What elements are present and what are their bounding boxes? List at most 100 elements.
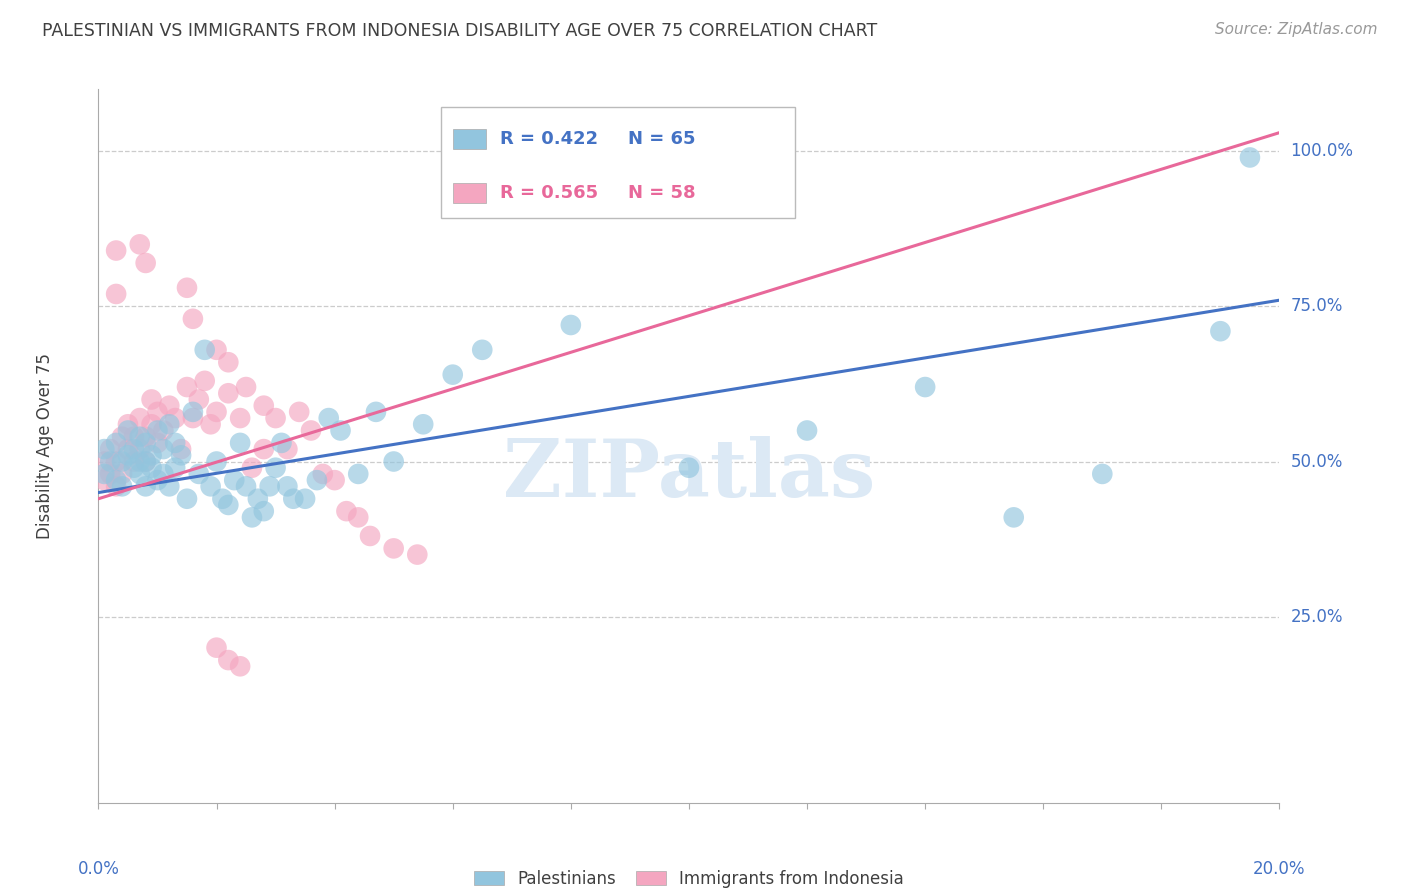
Point (1209, 324, 1232, 338)
Point (93, 442, 115, 456)
FancyBboxPatch shape (453, 129, 486, 149)
Point (165, 460, 187, 475)
Point (318, 411, 340, 425)
Point (117, 442, 139, 456)
Point (264, 411, 287, 425)
Point (406, 548, 429, 562)
Point (152, 467, 174, 481)
Text: 100.0%: 100.0% (1291, 142, 1354, 161)
Point (259, 479, 281, 493)
Point (441, 368, 464, 382)
Point (253, 504, 276, 518)
Point (678, 460, 700, 475)
Point (270, 436, 292, 450)
Point (1002, 510, 1025, 524)
Point (264, 460, 287, 475)
Point (560, 318, 582, 332)
Point (105, 454, 128, 468)
Point (283, 491, 305, 506)
Point (128, 442, 150, 456)
Point (128, 430, 150, 444)
Point (205, 343, 228, 357)
Point (117, 448, 139, 462)
Point (98, 442, 121, 456)
Point (347, 510, 370, 524)
Point (157, 417, 180, 432)
Text: Source: ZipAtlas.com: Source: ZipAtlas.com (1215, 22, 1378, 37)
Point (294, 491, 316, 506)
Point (146, 424, 169, 438)
Point (217, 355, 239, 369)
Point (105, 473, 128, 487)
Point (359, 529, 381, 543)
Point (200, 417, 222, 432)
Point (98, 454, 121, 468)
Point (128, 467, 150, 481)
Point (181, 405, 204, 419)
Point (412, 417, 434, 432)
Point (152, 442, 174, 456)
Point (229, 436, 252, 450)
Point (200, 479, 222, 493)
Point (128, 454, 150, 468)
Point (170, 448, 193, 462)
Text: 50.0%: 50.0% (1291, 452, 1343, 470)
Point (122, 430, 145, 444)
Point (105, 287, 128, 301)
Point (122, 454, 145, 468)
Point (914, 380, 936, 394)
Point (1091, 467, 1114, 481)
Point (211, 491, 233, 506)
Point (217, 653, 239, 667)
Text: 0.0%: 0.0% (77, 860, 120, 878)
Point (135, 430, 157, 444)
Point (157, 399, 180, 413)
Text: R = 0.422: R = 0.422 (501, 130, 598, 148)
Point (93, 467, 115, 481)
Point (141, 460, 163, 475)
Point (299, 424, 322, 438)
Point (93, 454, 115, 468)
Text: ZIPatlas: ZIPatlas (503, 435, 875, 514)
Point (111, 467, 134, 481)
Point (141, 392, 163, 407)
Point (105, 479, 128, 493)
Point (224, 473, 246, 487)
Point (194, 374, 217, 388)
Text: R = 0.565: R = 0.565 (501, 184, 598, 202)
Point (240, 460, 263, 475)
Point (276, 479, 298, 493)
Text: Disability Age Over 75: Disability Age Over 75 (37, 353, 55, 539)
Point (176, 380, 198, 394)
Point (152, 424, 174, 438)
Point (117, 424, 139, 438)
Point (205, 405, 228, 419)
Point (288, 405, 311, 419)
Point (135, 479, 157, 493)
Text: 20.0%: 20.0% (1253, 860, 1306, 878)
Point (128, 411, 150, 425)
Text: N = 65: N = 65 (627, 130, 695, 148)
FancyBboxPatch shape (441, 107, 796, 218)
Point (323, 473, 346, 487)
Point (253, 442, 276, 456)
Point (105, 244, 128, 258)
Text: PALESTINIAN VS IMMIGRANTS FROM INDONESIA DISABILITY AGE OVER 75 CORRELATION CHAR: PALESTINIAN VS IMMIGRANTS FROM INDONESIA… (42, 22, 877, 40)
Point (111, 430, 134, 444)
Point (347, 467, 370, 481)
Point (235, 380, 257, 394)
Point (205, 640, 228, 655)
Point (146, 405, 169, 419)
Point (253, 399, 276, 413)
Point (176, 281, 198, 295)
Point (217, 386, 239, 401)
Point (382, 454, 405, 468)
Point (205, 454, 228, 468)
Text: N = 58: N = 58 (627, 184, 695, 202)
Point (117, 417, 139, 432)
Point (1239, 151, 1261, 165)
Point (135, 454, 157, 468)
Point (105, 436, 128, 450)
Point (122, 442, 145, 456)
Text: 25.0%: 25.0% (1291, 607, 1343, 625)
